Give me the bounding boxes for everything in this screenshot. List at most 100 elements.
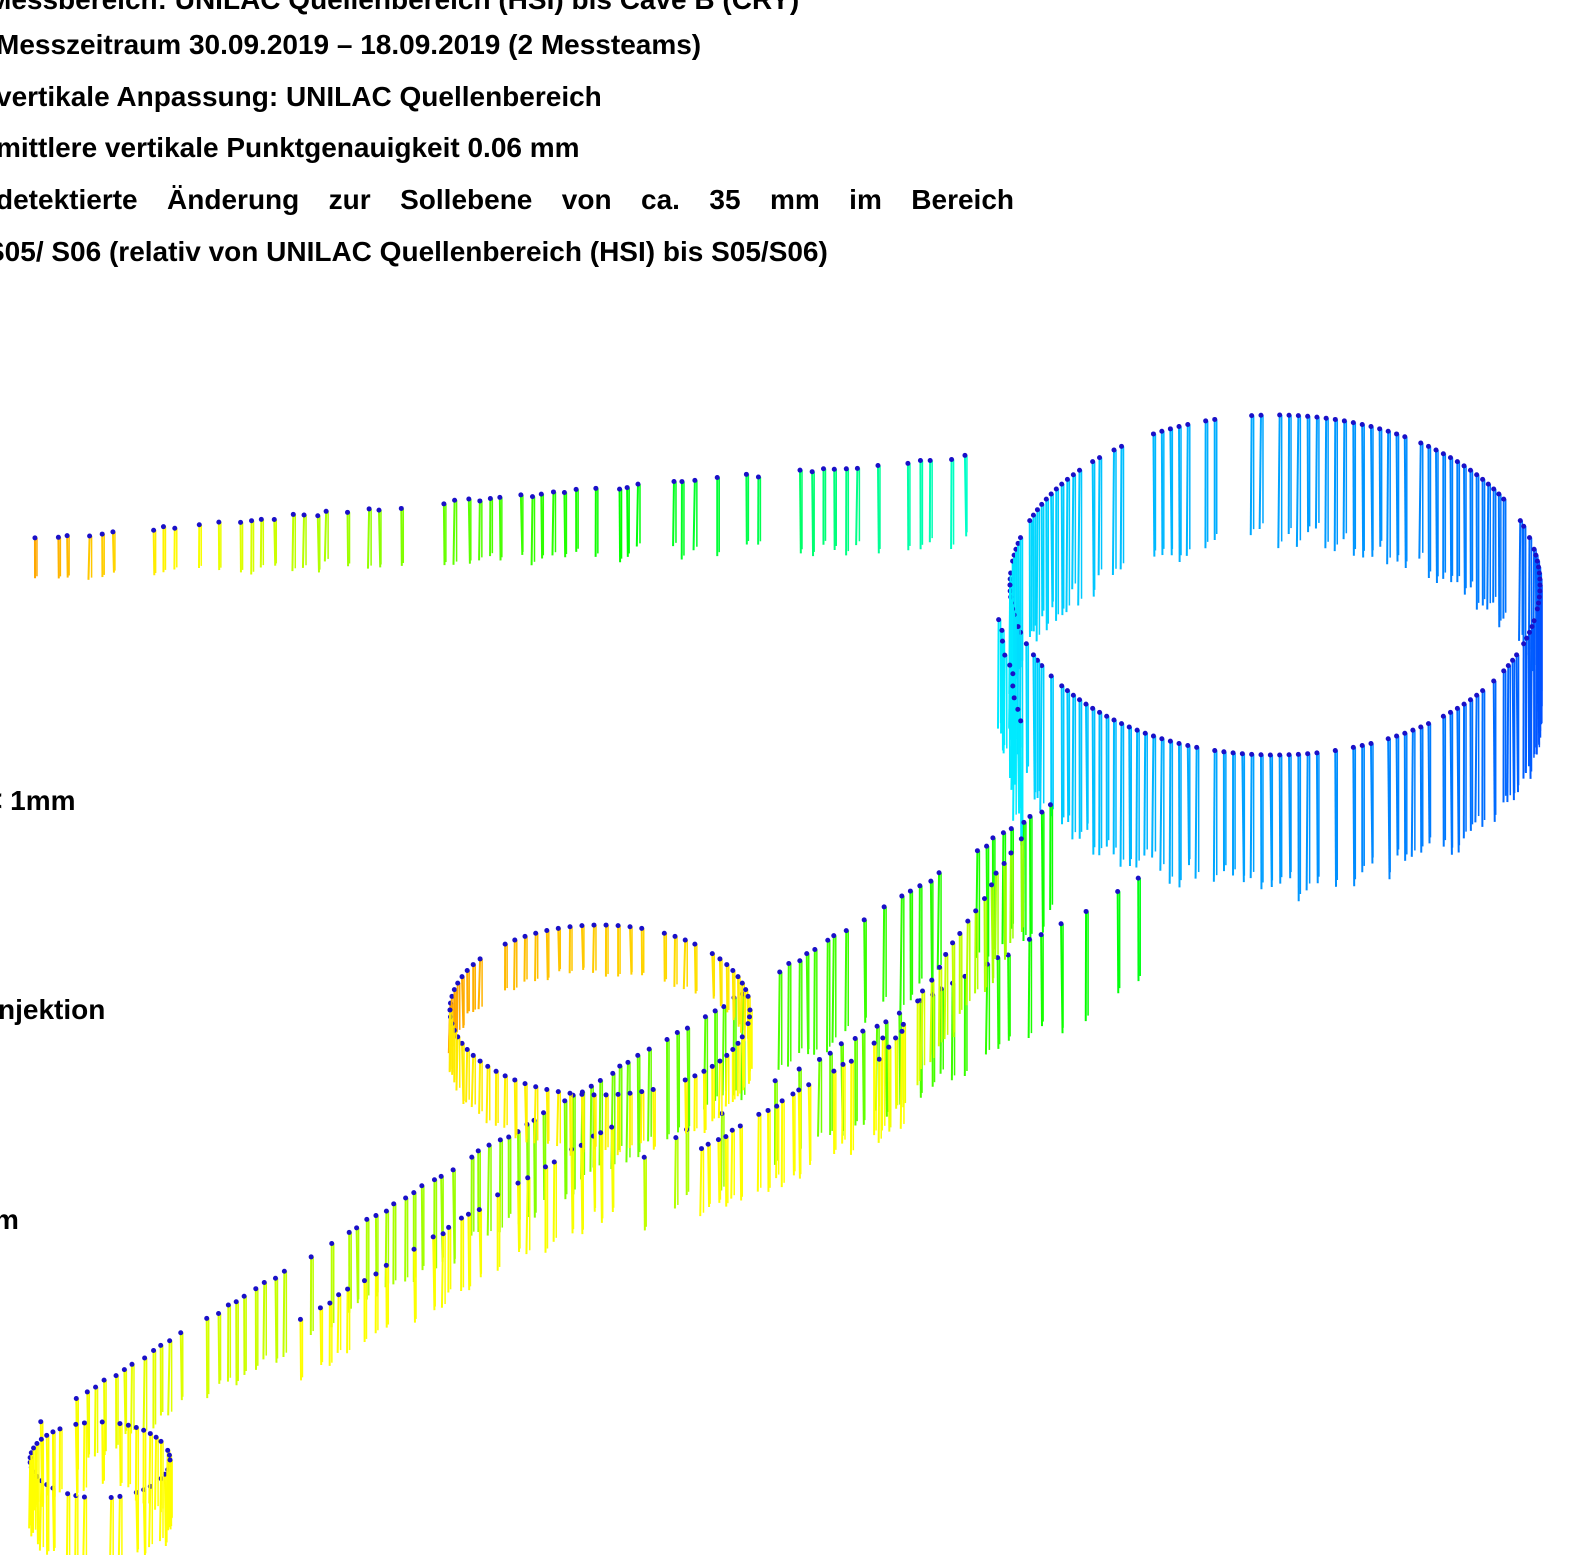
- point-marker: [1048, 673, 1054, 679]
- point-marker: [1332, 416, 1338, 422]
- point-marker: [982, 896, 988, 902]
- point-marker: [1053, 486, 1059, 492]
- vector: [1002, 655, 1006, 754]
- point-marker: [383, 1262, 389, 1268]
- point-marker: [1176, 424, 1182, 430]
- vector: [485, 1066, 489, 1124]
- vector: [152, 530, 156, 576]
- vector: [1295, 415, 1300, 547]
- point-marker: [597, 1078, 603, 1084]
- point-marker: [1277, 752, 1283, 758]
- point-marker: [121, 1367, 127, 1373]
- vector: [652, 1089, 655, 1150]
- point-marker: [973, 908, 979, 914]
- point-marker: [1007, 662, 1013, 668]
- vector: [452, 500, 456, 565]
- point-marker: [1418, 440, 1424, 446]
- point-marker: [533, 930, 539, 936]
- point-marker: [717, 956, 723, 962]
- vector: [273, 519, 277, 566]
- vector: [894, 1037, 898, 1109]
- vector: [626, 487, 629, 557]
- point-marker: [147, 1431, 153, 1437]
- vector: [1395, 736, 1399, 856]
- vector: [299, 1319, 303, 1381]
- point-marker: [1043, 496, 1049, 502]
- vector: [455, 983, 459, 1033]
- point-marker: [765, 1107, 771, 1113]
- point-marker: [929, 977, 935, 983]
- point-marker: [899, 1028, 905, 1034]
- point-marker: [1038, 932, 1044, 938]
- point-marker: [995, 955, 1001, 961]
- point-marker: [735, 974, 741, 980]
- point-marker: [804, 951, 810, 957]
- point-marker: [64, 533, 70, 539]
- header-line: Messzeitraum 30.09.2019 – 18.09.2019 (2 …: [0, 29, 702, 60]
- point-marker: [797, 467, 803, 473]
- point-marker: [345, 1286, 351, 1292]
- vector: [929, 980, 933, 1063]
- point-marker: [431, 1177, 437, 1183]
- point-marker: [729, 1127, 735, 1133]
- point-marker: [541, 1110, 547, 1116]
- vector: [639, 1091, 643, 1144]
- vector: [336, 1294, 340, 1353]
- vector: [1135, 730, 1139, 868]
- vector: [699, 1148, 703, 1217]
- vector: [777, 971, 781, 1070]
- vector: [109, 1497, 113, 1555]
- point-marker: [446, 1224, 452, 1230]
- point-marker: [1474, 472, 1480, 478]
- vector: [717, 1061, 721, 1119]
- point-marker: [84, 1389, 90, 1395]
- vector: [1418, 443, 1422, 559]
- point-marker: [993, 870, 999, 876]
- vector: [1003, 863, 1006, 960]
- vector: [165, 1450, 169, 1514]
- point-marker: [1440, 451, 1446, 457]
- point-marker: [567, 924, 573, 930]
- point-marker: [383, 1208, 389, 1214]
- vector: [478, 1061, 482, 1114]
- vector: [1305, 753, 1309, 891]
- point-marker: [1070, 692, 1076, 698]
- vector: [731, 970, 735, 1021]
- vector: [1009, 852, 1012, 944]
- point-marker: [1064, 476, 1070, 482]
- vector: [899, 896, 903, 1011]
- point-marker: [1185, 743, 1191, 749]
- vector: [262, 1282, 266, 1360]
- point-marker: [1467, 467, 1473, 473]
- vector: [551, 491, 555, 556]
- vector: [82, 1422, 86, 1491]
- vector: [1334, 750, 1338, 887]
- point-marker: [831, 933, 837, 939]
- point-marker: [512, 1077, 518, 1083]
- point-marker: [747, 1007, 753, 1013]
- vector: [598, 1080, 602, 1166]
- vector: [465, 1049, 469, 1103]
- vector: [556, 1091, 560, 1147]
- vector: [718, 958, 722, 1007]
- point-marker: [464, 1047, 470, 1053]
- vector: [996, 957, 1000, 1049]
- point-marker: [876, 1056, 882, 1062]
- vector: [643, 1157, 646, 1231]
- point-marker: [875, 463, 881, 469]
- point-marker: [974, 848, 980, 854]
- point-marker: [373, 1213, 379, 1219]
- vector: [1486, 484, 1490, 610]
- point-marker: [238, 519, 244, 525]
- vector: [93, 1387, 97, 1457]
- point-marker: [831, 466, 837, 472]
- vector: [887, 1047, 891, 1132]
- point-marker: [672, 933, 678, 939]
- point-marker: [603, 1092, 609, 1098]
- point-marker: [561, 489, 567, 495]
- point-marker: [871, 1040, 877, 1046]
- vector: [798, 960, 801, 1053]
- point-marker: [1167, 738, 1173, 744]
- vector: [1212, 750, 1216, 882]
- header-line: mittlere vertikale Punktgenauigkeit 0.06…: [0, 132, 580, 163]
